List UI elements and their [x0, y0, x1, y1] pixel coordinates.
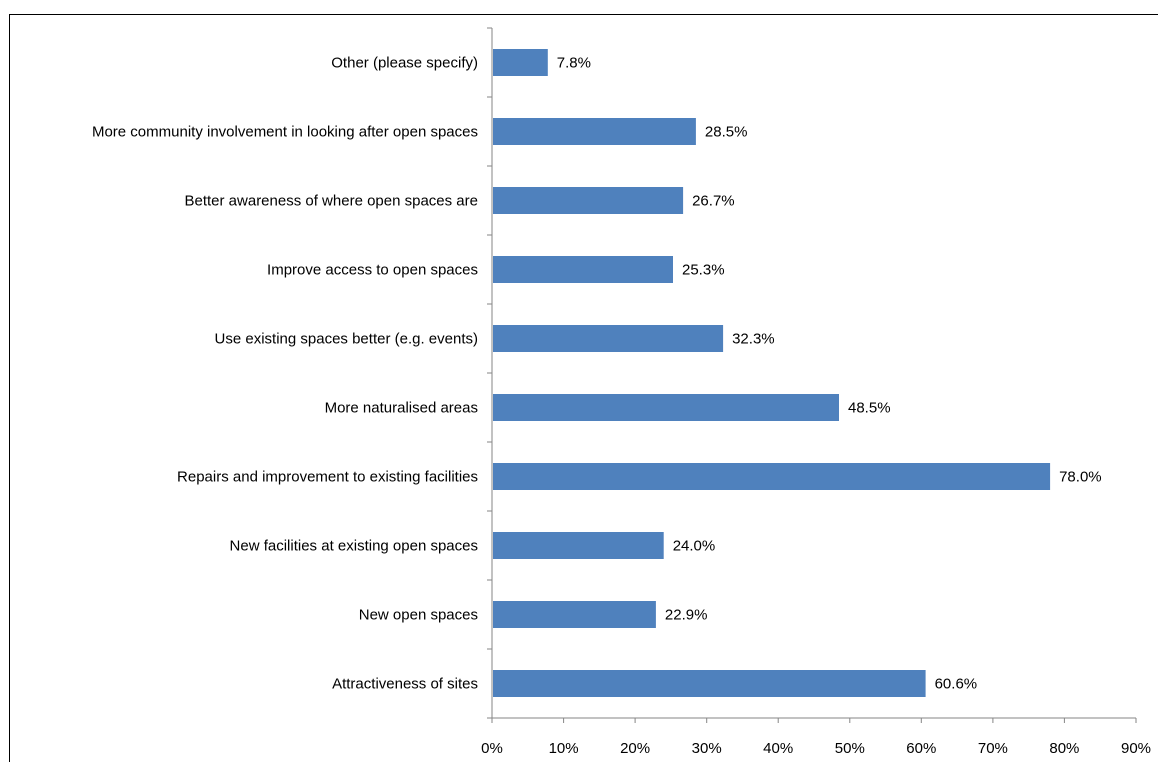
bar-2: [493, 187, 684, 214]
bar-4: [493, 325, 724, 352]
bar-8: [493, 601, 656, 628]
x-tick-label-2: 20%: [620, 740, 650, 757]
x-tick-label-6: 60%: [906, 740, 936, 757]
value-label-0: 7.8%: [557, 55, 591, 72]
value-label-4: 32.3%: [732, 331, 775, 348]
value-label-5: 48.5%: [848, 400, 891, 417]
x-tick-label-7: 70%: [978, 740, 1008, 757]
value-label-2: 26.7%: [692, 193, 735, 210]
x-tick-label-0: 0%: [481, 740, 503, 757]
x-tick-label-1: 10%: [549, 740, 579, 757]
bar-1: [493, 118, 696, 145]
value-labels-group: 7.8% 28.5% 26.7% 25.3% 32.3% 48.5% 78.0% 24.0% 2…: [557, 55, 1102, 693]
value-label-9: 60.6%: [935, 676, 978, 693]
bar-3: [493, 256, 673, 283]
category-label-0: Other (please specify): [331, 55, 478, 72]
bars-group: [493, 49, 1051, 697]
value-label-7: 24.0%: [673, 538, 716, 555]
category-label-9: Attractiveness of sites: [332, 676, 478, 693]
axes-group: 0% 10% 20% 30% 40% 50% 60% 70% 80% 90%: [481, 27, 1151, 757]
value-label-6: 78.0%: [1059, 469, 1102, 486]
bar-6: [493, 463, 1051, 490]
value-label-1: 28.5%: [705, 124, 748, 141]
category-labels-group: Other (please specify) More community inv…: [92, 55, 478, 693]
category-label-4: Use existing spaces better (e.g. events): [215, 331, 478, 348]
category-label-5: More naturalised areas: [325, 400, 478, 417]
bar-7: [493, 532, 664, 559]
category-label-8: New open spaces: [359, 607, 478, 624]
category-label-1: More community involvement in looking af…: [92, 124, 478, 141]
category-label-7: New facilities at existing open spaces: [230, 538, 478, 555]
category-label-3: Improve access to open spaces: [267, 262, 478, 279]
bar-5: [493, 394, 839, 421]
bar-9: [493, 670, 926, 697]
x-tick-label-9: 90%: [1121, 740, 1151, 757]
value-label-3: 25.3%: [682, 262, 725, 279]
x-tick-label-8: 80%: [1049, 740, 1079, 757]
x-tick-label-4: 40%: [763, 740, 793, 757]
x-tick-label-3: 30%: [692, 740, 722, 757]
bar-0: [493, 49, 548, 76]
x-tick-label-5: 50%: [835, 740, 865, 757]
value-label-8: 22.9%: [665, 607, 708, 624]
category-label-6: Repairs and improvement to existing faci…: [177, 469, 478, 486]
category-label-2: Better awareness of where open spaces ar…: [184, 193, 478, 210]
